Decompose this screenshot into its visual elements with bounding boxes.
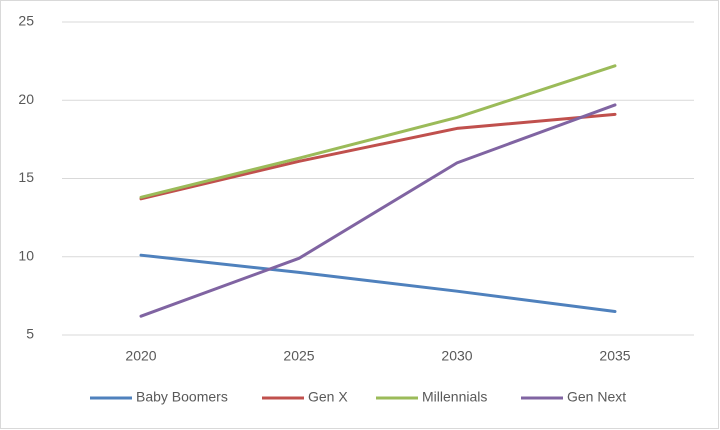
x-tick-label: 2035 — [599, 348, 630, 364]
y-tick-label: 10 — [18, 247, 34, 263]
series-line — [139, 103, 617, 318]
legend-label: Gen X — [308, 389, 348, 405]
x-tick-label: 2030 — [441, 348, 472, 364]
y-tick-label: 20 — [18, 91, 34, 107]
legend-label: Millennials — [422, 389, 487, 405]
y-tick-label: 25 — [18, 13, 34, 29]
series-line — [139, 64, 617, 199]
y-tick-label: 15 — [18, 169, 34, 185]
series-line — [139, 253, 617, 314]
x-tick-label: 2025 — [283, 348, 314, 364]
series-line — [139, 112, 617, 201]
y-tick-label: 5 — [26, 326, 34, 342]
legend-label: Baby Boomers — [136, 389, 228, 405]
x-tick-label: 2020 — [125, 348, 156, 364]
legend-label: Gen Next — [567, 389, 626, 405]
